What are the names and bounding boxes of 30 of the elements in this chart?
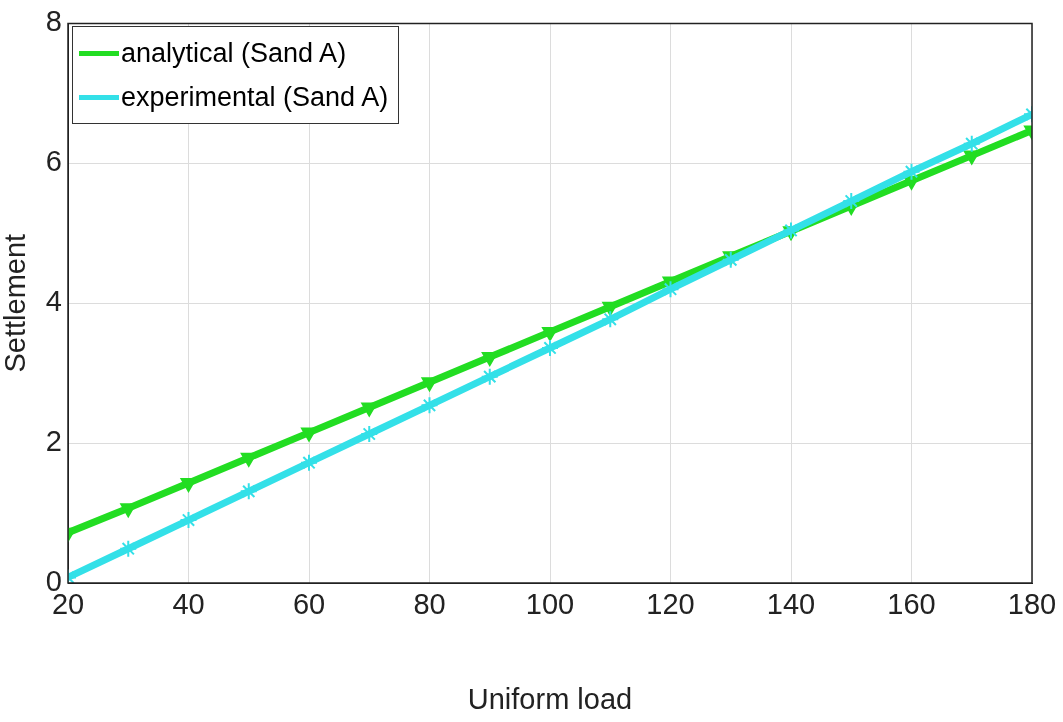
point — [420, 396, 439, 415]
point — [300, 453, 318, 472]
legend-label: experimental (Sand A) — [121, 81, 389, 113]
point — [119, 539, 138, 558]
y-axis-title: Settlement — [0, 233, 32, 373]
point — [541, 338, 559, 357]
point — [360, 425, 379, 444]
x-tick-label: 100 — [525, 588, 575, 621]
legend-label: analytical (Sand A) — [121, 37, 347, 69]
point — [179, 511, 198, 530]
y-tick-label: 4 — [45, 285, 62, 318]
x-tick-label: 60 — [292, 588, 326, 621]
x-tick-label: 40 — [172, 588, 205, 621]
x-tick-label: 180 — [1007, 588, 1057, 621]
x-axis-title: Uniform load — [467, 682, 633, 715]
x-tick-label: 160 — [887, 588, 936, 621]
x-tick-label: 80 — [413, 588, 446, 621]
point — [902, 162, 921, 181]
y-tick-label: 8 — [45, 5, 62, 38]
point — [480, 367, 499, 386]
point — [239, 482, 258, 501]
x-tick-label: 140 — [766, 588, 816, 621]
point — [782, 221, 800, 240]
point — [661, 280, 680, 299]
x-tick-label: 120 — [646, 588, 695, 621]
point — [962, 134, 981, 153]
point — [842, 192, 861, 211]
point — [601, 310, 620, 329]
y-tick-label: 2 — [45, 425, 62, 458]
y-tick-label: 6 — [45, 145, 62, 178]
